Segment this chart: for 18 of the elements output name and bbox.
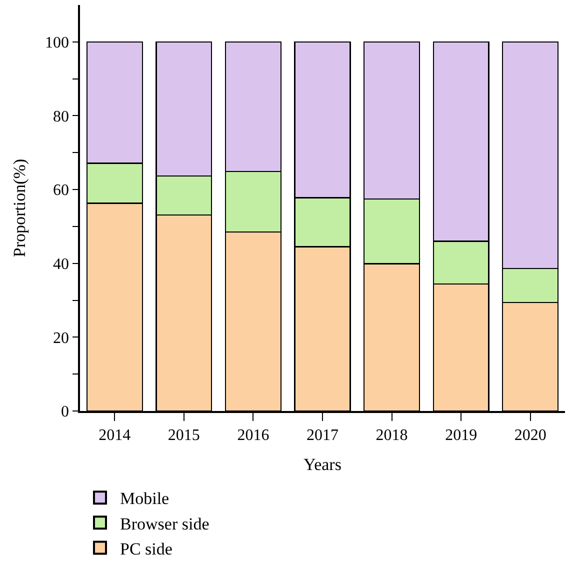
y-tick-label: 60	[53, 182, 70, 200]
x-tick-label: 2016	[237, 426, 270, 444]
x-tick-label: 2015	[168, 426, 200, 444]
legend-label: Mobile	[120, 489, 170, 508]
x-tick-label: 2020	[514, 426, 546, 444]
x-tick-label: 2019	[445, 426, 478, 444]
y-axis-title: Proportion(%)	[10, 158, 30, 258]
x-tick-label: 2018	[376, 426, 408, 444]
x-tick-label: 2017	[306, 426, 338, 444]
y-tick-label: 40	[53, 256, 70, 273]
y-tick-label: 20	[53, 330, 70, 347]
x-tick-label: 2014	[98, 426, 131, 444]
y-tick-label: 100	[45, 34, 70, 52]
legend-label: PC side	[120, 539, 172, 558]
y-tick-label: 0	[61, 404, 70, 421]
legend-label: Browser side	[120, 514, 210, 534]
x-axis-title: Years	[304, 454, 342, 474]
y-tick-label: 80	[53, 108, 70, 126]
